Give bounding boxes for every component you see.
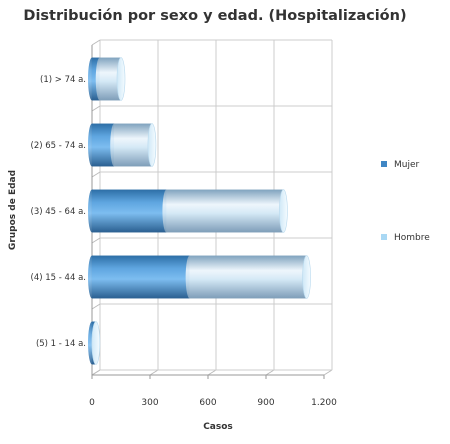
x-tick-label: 600: [199, 398, 216, 408]
floor-line: [323, 369, 333, 376]
y-axis-label: Grupos de Edad: [8, 170, 18, 250]
bars: [88, 57, 311, 365]
bar-end-cap: [147, 123, 157, 167]
x-tick-label: 300: [141, 398, 158, 408]
x-tick-label: 1.200: [311, 398, 337, 408]
bar-hombre-2: [114, 123, 152, 167]
bar-end-cap: [302, 255, 311, 299]
x-tick-label: 0: [89, 398, 95, 408]
side-wall-line: [91, 303, 101, 310]
bar-end-cap: [279, 189, 288, 233]
grid: [91, 39, 333, 379]
bar-cap-start: [110, 123, 119, 167]
bar-cap-start: [95, 57, 104, 101]
side-wall-line: [91, 237, 101, 244]
bar-cap-start: [88, 255, 96, 299]
category-label: (3) 45 - 64 a.: [31, 207, 86, 217]
side-wall-line: [91, 171, 101, 178]
bar-end-cap: [91, 321, 101, 365]
bar-cap-start: [185, 255, 194, 299]
category-label: (2) 65 - 74 a.: [31, 141, 86, 151]
bar-mujer-4: [92, 255, 190, 299]
bar-cap-start: [88, 57, 96, 101]
legend-swatch-hombre: [381, 234, 387, 240]
category-label: (4) 15 - 44 a.: [31, 273, 86, 283]
floor-line: [265, 369, 275, 376]
x-axis-label: Casos: [203, 422, 233, 432]
bar-cap-start: [88, 123, 96, 167]
x-tick-labels: 0 300 600 900 1.200: [89, 398, 337, 408]
bar-hombre-4: [189, 255, 307, 299]
legend-label-hombre: Hombre: [394, 233, 430, 243]
side-wall-line: [91, 369, 101, 376]
category-labels: (1) > 74 a. (2) 65 - 74 a. (3) 45 - 64 a. (…: [31, 75, 86, 349]
bar-hombre-1: [99, 57, 121, 101]
chart-title: Distribución por sexo y edad. (Hospitali…: [23, 8, 406, 24]
legend-swatch-mujer: [381, 161, 387, 167]
bar-cap-start: [162, 189, 171, 233]
x-tick-label: 900: [257, 398, 274, 408]
bar-cap-start: [88, 189, 96, 233]
floor-line: [207, 369, 217, 376]
bar-mujer-3: [92, 189, 167, 233]
legend: Mujer Hombre: [381, 160, 430, 243]
side-wall-line: [91, 39, 101, 46]
legend-label-mujer: Mujer: [394, 160, 420, 170]
bar-mujer-2: [92, 123, 115, 167]
category-label: (1) > 74 a.: [40, 75, 86, 85]
bar-hombre-3: [166, 189, 284, 233]
category-label: (5) 1 - 14 a.: [36, 339, 86, 349]
bar-end-cap: [116, 57, 126, 101]
side-wall-line: [91, 105, 101, 112]
floor-line: [149, 369, 159, 376]
